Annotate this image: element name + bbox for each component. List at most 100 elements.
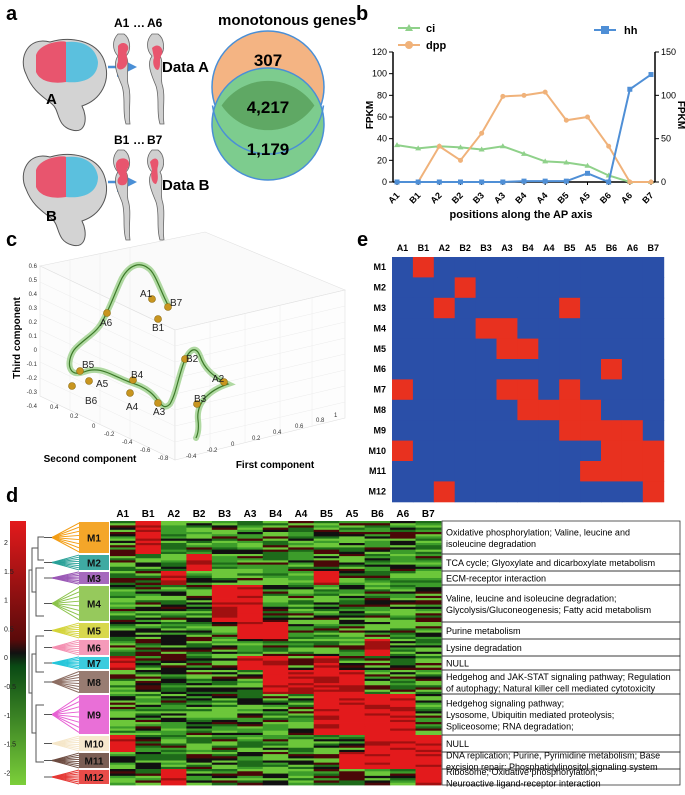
heatmap-cell <box>160 674 187 677</box>
heatmap-cell <box>211 683 238 686</box>
dendro-cluster <box>44 586 80 621</box>
heatmap-cell <box>135 773 162 777</box>
heatmap-cell <box>339 672 366 675</box>
heatmap-cell <box>110 619 136 623</box>
matrix-col-label: B1 <box>418 243 430 253</box>
heatmap-cell <box>390 694 416 697</box>
heatmap-cell <box>288 660 315 664</box>
data-point <box>521 178 527 184</box>
heatmap-cell <box>288 587 315 590</box>
module-label: M7 <box>87 659 101 670</box>
heatmap-cell <box>390 626 416 629</box>
heatmap-cell <box>390 766 416 770</box>
svg-text:-0.4: -0.4 <box>186 454 197 460</box>
heatmap-cell <box>364 554 391 557</box>
heatmap-cell <box>288 689 315 693</box>
matrix-cell <box>559 481 581 503</box>
data-point <box>584 162 591 168</box>
heatmap-cell <box>237 532 264 535</box>
heatmap-cell <box>186 573 213 577</box>
heatmap-cell <box>110 645 136 648</box>
heatmap-cell <box>288 593 315 597</box>
heatmap-cell <box>211 604 238 608</box>
heatmap-cell <box>390 653 416 657</box>
heatmap-cell <box>211 611 238 614</box>
heatmap-cell <box>110 678 136 682</box>
heatmap-cell <box>390 658 416 662</box>
heatmap-cell <box>237 551 264 555</box>
heatmap-cell <box>262 724 289 727</box>
module-label: M5 <box>87 627 101 638</box>
heatmap-cell <box>313 566 340 570</box>
heatmap-cell <box>160 611 187 614</box>
heatmap-cell <box>135 704 162 708</box>
heatmap-cell <box>186 653 213 657</box>
matrix-row-label: M4 <box>373 323 386 333</box>
heatmap-cell <box>339 589 366 592</box>
matrix-cell <box>559 399 581 421</box>
heatmap-cell <box>313 665 340 669</box>
heatmap-cell <box>135 700 162 704</box>
heatmap-cell <box>160 582 187 586</box>
module-description: excision repair; Phosphatidylinositol si… <box>446 762 658 772</box>
heatmap-cell <box>237 600 264 603</box>
heatmap-cell <box>288 680 315 684</box>
heatmap-cell <box>313 696 340 699</box>
heatmap-cell <box>390 687 416 691</box>
heatmap-cell <box>237 525 264 528</box>
data-point <box>563 178 569 184</box>
heatmap-cell <box>390 730 416 734</box>
heatmap-cell <box>237 602 264 605</box>
heatmap-cell <box>237 756 264 759</box>
heatmap-cell <box>339 545 366 548</box>
heatmap-cell <box>415 540 442 544</box>
heatmap-cell <box>211 711 238 714</box>
svg-text:0: 0 <box>34 348 38 354</box>
heatmap-cell <box>364 715 391 719</box>
heatmap-cell <box>262 589 289 592</box>
heatmap-cell <box>364 632 391 636</box>
heatmap-cell <box>415 611 442 614</box>
matrix-cell <box>496 461 518 482</box>
matrix-cell <box>642 338 665 360</box>
heatmap-cell <box>390 743 416 747</box>
heatmap-cell <box>262 698 289 701</box>
matrix-cell <box>454 359 477 380</box>
heatmap-cell <box>313 685 340 688</box>
module-description: NULL <box>446 739 469 749</box>
heatmap-cell <box>262 747 289 751</box>
heatmap-cell <box>237 665 264 669</box>
heatmap-cell <box>262 641 289 644</box>
heatmap-cell <box>415 606 442 610</box>
heatmap-cell <box>288 741 315 744</box>
matrix-cell <box>559 379 581 401</box>
data-point <box>521 150 527 156</box>
heatmap-cell <box>135 670 162 673</box>
matrix-cell <box>559 318 581 340</box>
heatmap-cell <box>288 534 315 537</box>
heatmap-cell <box>339 769 366 772</box>
heatmap-cell <box>415 543 442 546</box>
heatmap-cell <box>186 532 213 535</box>
legend-hh: hh <box>624 25 638 37</box>
heatmap-cell <box>390 667 416 671</box>
heatmap-cell <box>288 600 315 603</box>
heatmap-cell <box>415 573 442 577</box>
heatmap-cell <box>237 766 264 770</box>
heatmap-cell <box>160 756 187 759</box>
heatmap-cell <box>135 691 162 695</box>
heatmap-cell <box>364 709 391 712</box>
matrix-cell <box>517 277 539 299</box>
heatmap-cell <box>110 747 136 751</box>
heatmap-cell <box>339 536 366 539</box>
heatmap-cell <box>110 728 136 732</box>
heatmap-cell <box>364 619 391 623</box>
heatmap-cell <box>211 554 238 557</box>
heatmap-cell <box>339 626 366 629</box>
heatmap-cell <box>339 762 366 766</box>
heatmap-cell <box>339 698 366 701</box>
heatmap-cell <box>364 780 391 784</box>
matrix-cell <box>621 297 644 319</box>
heatmap-cell <box>211 578 238 581</box>
heatmap-cell <box>160 622 187 625</box>
